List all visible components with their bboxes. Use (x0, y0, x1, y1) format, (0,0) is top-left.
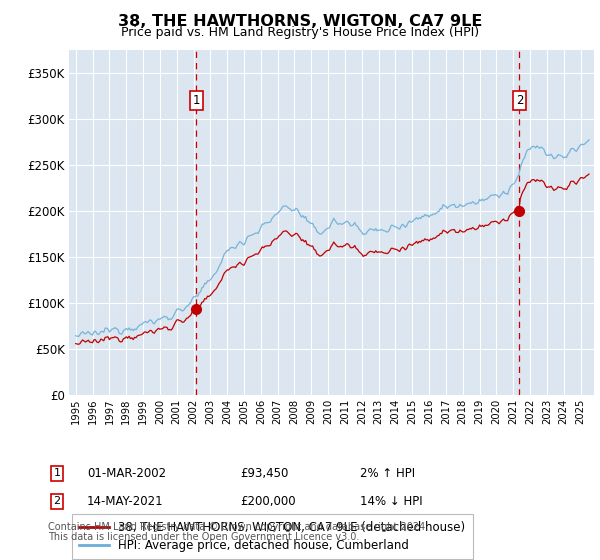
Text: 2: 2 (516, 95, 523, 108)
Text: £200,000: £200,000 (240, 494, 296, 508)
Text: Contains HM Land Registry data © Crown copyright and database right 2024.: Contains HM Land Registry data © Crown c… (48, 522, 428, 532)
Text: 14-MAY-2021: 14-MAY-2021 (87, 494, 164, 508)
Text: 38, THE HAWTHORNS, WIGTON, CA7 9LE: 38, THE HAWTHORNS, WIGTON, CA7 9LE (118, 14, 482, 29)
Text: 2% ↑ HPI: 2% ↑ HPI (360, 466, 415, 480)
Text: £93,450: £93,450 (240, 466, 289, 480)
Text: 1: 1 (193, 95, 200, 108)
Text: 2: 2 (53, 496, 61, 506)
Legend: 38, THE HAWTHORNS, WIGTON, CA7 9LE (detached house), HPI: Average price, detache: 38, THE HAWTHORNS, WIGTON, CA7 9LE (deta… (72, 514, 473, 559)
Text: 01-MAR-2002: 01-MAR-2002 (87, 466, 166, 480)
Text: This data is licensed under the Open Government Licence v3.0.: This data is licensed under the Open Gov… (48, 532, 359, 542)
Text: Price paid vs. HM Land Registry's House Price Index (HPI): Price paid vs. HM Land Registry's House … (121, 26, 479, 39)
Text: 1: 1 (53, 468, 61, 478)
Text: 14% ↓ HPI: 14% ↓ HPI (360, 494, 422, 508)
